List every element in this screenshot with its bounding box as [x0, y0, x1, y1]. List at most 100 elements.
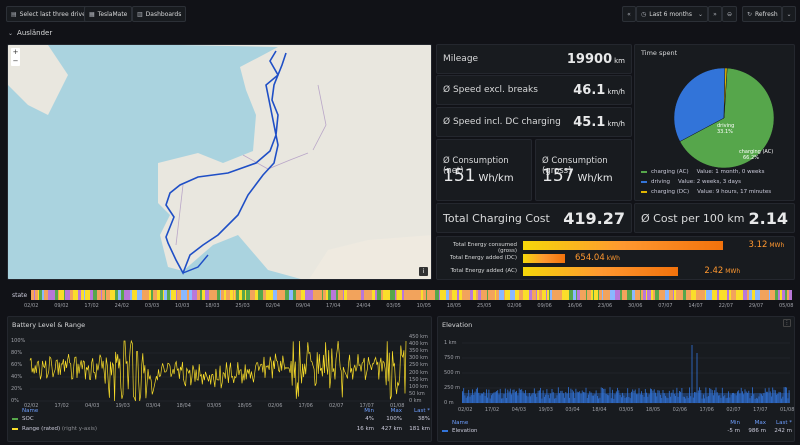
state-segment: [470, 290, 473, 300]
elevation-bar: [570, 388, 572, 403]
state-segment: [167, 290, 170, 300]
elevation-bar: [631, 391, 632, 403]
x-tick: 17/07: [753, 407, 768, 413]
state-segment: [293, 290, 296, 300]
x-tick: 17/02: [484, 407, 500, 413]
state-segment: [432, 290, 435, 300]
state-segment: [674, 290, 676, 300]
energy-unit: kWh: [604, 255, 620, 262]
elevation-bar: [546, 389, 548, 403]
consumption-net-label: Ø Consumption (net): [443, 156, 509, 176]
zoom-out-icon[interactable]: −: [12, 57, 19, 65]
elevation-bar: [695, 392, 697, 403]
state-segment: [58, 290, 59, 300]
panel-menu-icon[interactable]: ⋮: [783, 319, 791, 327]
state-segment: [245, 290, 246, 300]
elevation-bar: [719, 395, 721, 403]
state-segment: [397, 290, 400, 300]
state-segment: [747, 290, 749, 300]
elevation-bar: [602, 388, 603, 403]
state-segment: [755, 290, 760, 300]
x-tick: 18/04: [592, 407, 607, 413]
legend-name: charging (AC): [651, 169, 689, 175]
dashboards-button[interactable]: ▥ Dashboards: [132, 6, 187, 22]
battery-chart[interactable]: [8, 317, 433, 443]
speed-excl-panel: Ø Speed excl. breaks 46.1 km/h: [436, 75, 632, 105]
state-tick: 03/03: [144, 303, 160, 309]
state-segment: [599, 290, 602, 300]
speed-incl-panel: Ø Speed incl. DC charging 45.1 km/h: [436, 107, 632, 137]
pie-slice-charging-dc-[interactable]: [723, 67, 728, 119]
x-tick: 03/04: [565, 407, 580, 413]
zoom-out-button[interactable]: ⊖: [722, 6, 737, 22]
elevation-bar: [668, 390, 670, 403]
elevation-bar: [482, 393, 483, 403]
elevation-bar: [541, 398, 543, 403]
elevation-bar: [622, 392, 623, 403]
state-segment: [192, 290, 197, 300]
state-segment: [85, 290, 87, 300]
elevation-bar: [729, 397, 731, 403]
time-forward-button[interactable]: »: [708, 6, 722, 22]
elevation-bar: [584, 392, 586, 403]
y-left-tick: 100%: [11, 338, 26, 344]
elevation-bar: [772, 387, 774, 403]
state-segment: [738, 290, 743, 300]
state-bar[interactable]: [31, 290, 792, 300]
teslamate-button[interactable]: ▦ TeslaMate: [84, 6, 133, 22]
state-segment: [73, 290, 77, 300]
energy-label: Total Energy consumed (gross): [452, 242, 517, 254]
elevation-bar: [494, 391, 496, 403]
elevation-bar: [536, 396, 538, 403]
time-range-picker[interactable]: ◷ Last 6 months ⌄: [636, 6, 708, 22]
pie-slice-driving[interactable]: [673, 67, 726, 142]
elevation-bar: [644, 389, 646, 403]
mileage-unit: km: [614, 57, 625, 65]
elevation-bar: [516, 390, 517, 403]
legend-last: 242 m: [774, 428, 792, 434]
chevron-double-right-icon: »: [713, 10, 717, 18]
elevation-chart[interactable]: [438, 317, 796, 443]
state-segment: [446, 290, 449, 300]
refresh-button[interactable]: ↻ Refresh: [742, 6, 782, 22]
chevron-double-left-icon: «: [627, 10, 631, 18]
state-tick: 10/05: [416, 303, 432, 309]
row-header[interactable]: ⌄ Ausländer: [8, 29, 52, 37]
state-segment: [770, 290, 775, 300]
y-left-tick: 80%: [11, 350, 23, 356]
elevation-bar: [684, 396, 685, 403]
elevation-bar: [689, 387, 690, 403]
elevation-bar: [687, 397, 689, 403]
x-tick: 02/06: [672, 407, 688, 413]
map[interactable]: [8, 45, 432, 280]
zoom-in-icon[interactable]: +: [12, 48, 19, 56]
elevation-bar: [658, 390, 660, 403]
state-segment: [130, 290, 132, 300]
state-segment: [620, 290, 622, 300]
pie-slice-charging-ac-[interactable]: [679, 67, 775, 169]
elevation-bar: [723, 396, 724, 403]
state-segment: [536, 290, 537, 300]
state-segment: [532, 290, 536, 300]
state-segment: [110, 290, 115, 300]
elevation-bar: [554, 398, 555, 403]
select-last-three-drives-button[interactable]: ▤ Select last three drives: [6, 6, 94, 22]
elevation-bar: [653, 389, 655, 403]
elevation-bar: [578, 392, 579, 403]
legend-header-max: Max: [390, 408, 402, 414]
elevation-bar: [661, 398, 663, 403]
state-segment: [669, 290, 673, 300]
elevation-bar: [666, 397, 668, 403]
map-panel[interactable]: + − i: [7, 44, 432, 280]
elevation-bar: [486, 389, 487, 403]
time-back-button[interactable]: «: [622, 6, 636, 22]
state-segment: [171, 290, 176, 300]
refresh-interval-dropdown[interactable]: ⌄: [782, 6, 796, 22]
state-segment: [538, 290, 539, 300]
elevation-bar: [464, 395, 466, 403]
state-tick: 24/02: [114, 303, 130, 309]
state-segment: [153, 290, 157, 300]
zoom-controls[interactable]: + −: [11, 48, 20, 66]
elevation-bar: [628, 397, 630, 403]
info-icon[interactable]: i: [419, 267, 428, 276]
